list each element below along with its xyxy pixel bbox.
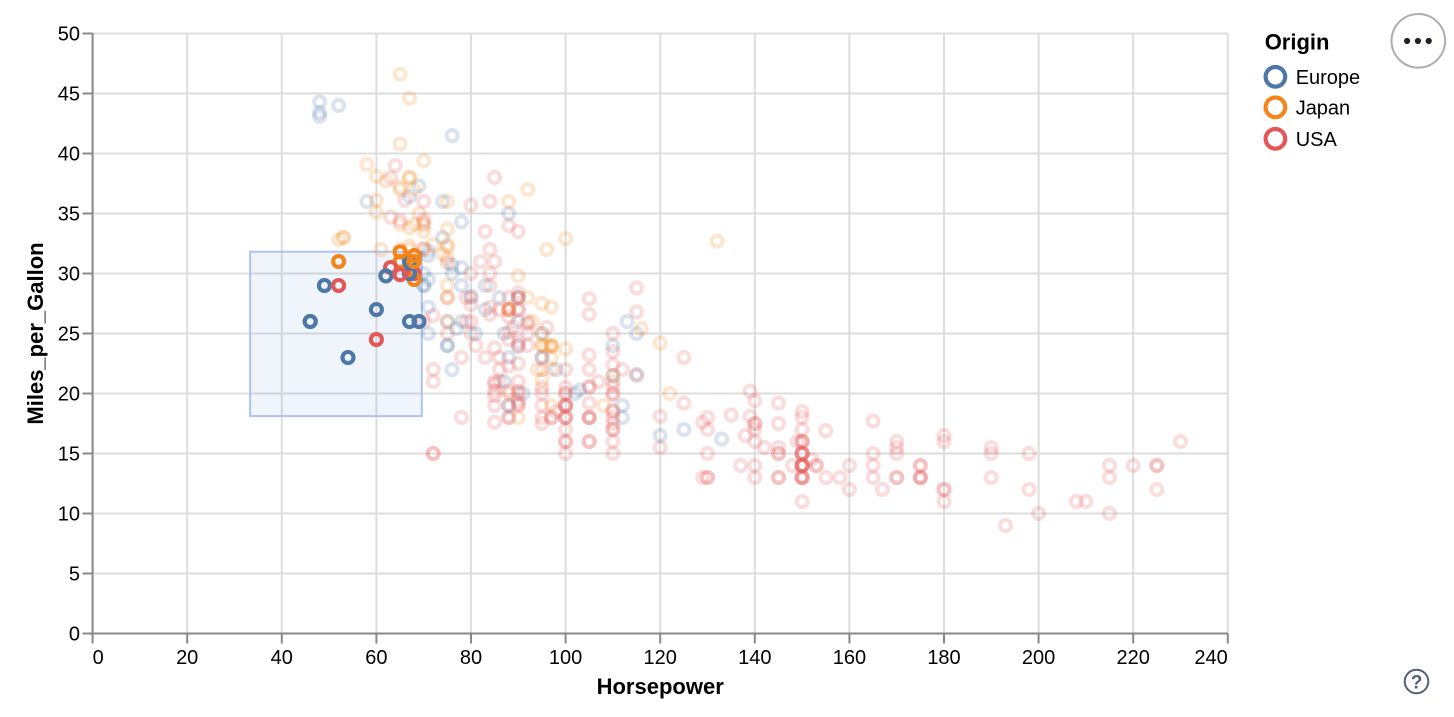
- svg-text:140: 140: [738, 647, 771, 669]
- svg-text:?: ?: [1411, 673, 1423, 694]
- svg-text:40: 40: [271, 647, 293, 669]
- svg-text:Origin: Origin: [1265, 29, 1330, 54]
- svg-text:40: 40: [58, 144, 80, 166]
- svg-text:10: 10: [58, 504, 80, 526]
- svg-text:50: 50: [58, 24, 80, 46]
- svg-text:USA: USA: [1296, 129, 1338, 151]
- svg-text:180: 180: [927, 647, 960, 669]
- svg-text:120: 120: [644, 647, 677, 669]
- svg-text:15: 15: [58, 444, 80, 466]
- svg-text:30: 30: [58, 264, 80, 286]
- svg-text:200: 200: [1022, 647, 1055, 669]
- svg-text:0: 0: [93, 647, 104, 669]
- svg-text:35: 35: [58, 204, 80, 226]
- svg-text:25: 25: [58, 324, 80, 346]
- svg-text:Miles_per_Gallon: Miles_per_Gallon: [23, 242, 48, 424]
- svg-text:160: 160: [833, 647, 866, 669]
- svg-text:100: 100: [549, 647, 582, 669]
- svg-text:60: 60: [365, 647, 387, 669]
- svg-text:220: 220: [1117, 647, 1150, 669]
- svg-text:20: 20: [58, 384, 80, 406]
- svg-text:Japan: Japan: [1296, 97, 1351, 119]
- svg-text:Europe: Europe: [1296, 67, 1361, 89]
- svg-text:240: 240: [1194, 647, 1227, 669]
- svg-text:20: 20: [176, 647, 198, 669]
- svg-text:80: 80: [460, 647, 482, 669]
- svg-text:45: 45: [58, 84, 80, 106]
- svg-text:5: 5: [69, 564, 80, 586]
- svg-text:0: 0: [69, 624, 80, 646]
- svg-text:Horsepower: Horsepower: [597, 674, 725, 699]
